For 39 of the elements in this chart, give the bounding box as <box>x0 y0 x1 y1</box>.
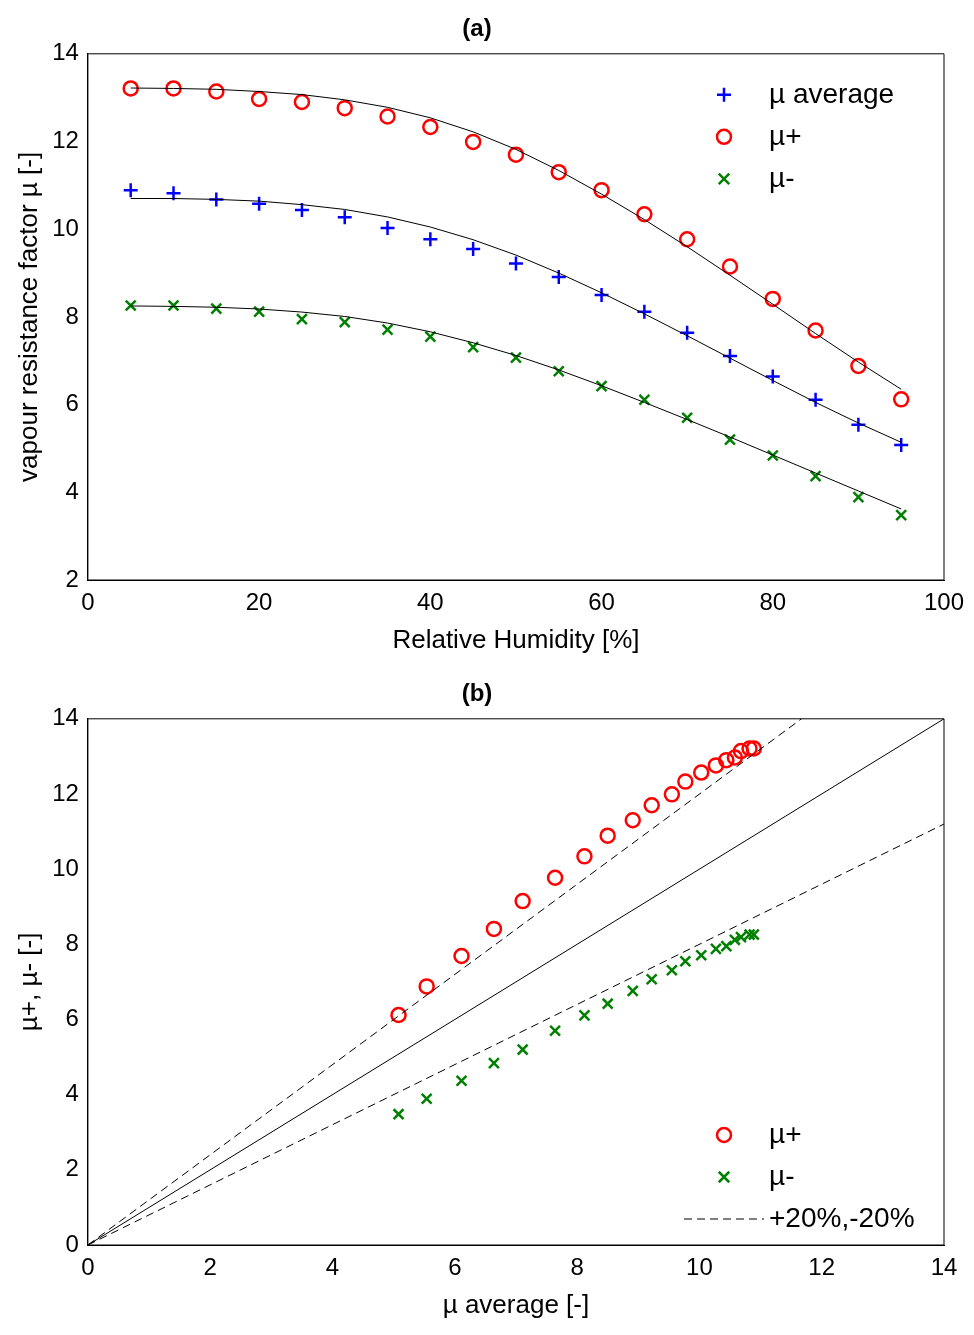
y-axis-title: vapour resistance factor µ [-] <box>12 151 43 482</box>
x-axis-title: Relative Humidity [%] <box>392 623 640 654</box>
chart-title: (a) <box>462 14 492 42</box>
y-tick-label: 6 <box>65 389 79 417</box>
x-tick-label: 20 <box>245 588 273 616</box>
legend-label: +20%,-20% <box>769 1201 915 1233</box>
y-tick-label: 6 <box>65 1004 79 1032</box>
x-tick-label: 100 <box>923 588 965 616</box>
y-tick-label: 10 <box>52 213 79 241</box>
y-tick-label: 10 <box>52 853 79 881</box>
legend-label: µ+ <box>769 119 802 151</box>
legend-label: µ- <box>769 1159 795 1191</box>
legend-label: µ+ <box>769 1117 802 1149</box>
x-tick-label: 6 <box>448 1253 462 1281</box>
x-tick-label: 40 <box>416 588 444 616</box>
legend-label: µ- <box>769 161 795 193</box>
x-tick-label: 4 <box>325 1253 340 1281</box>
x-tick-label: 8 <box>570 1253 584 1281</box>
y-tick-label: 8 <box>65 301 79 329</box>
y-axis-title: µ+, µ- [-] <box>12 932 43 1032</box>
y-tick-label: 14 <box>52 703 79 731</box>
y-tick-label: 4 <box>65 476 79 504</box>
x-tick-label: 60 <box>588 588 615 616</box>
chart-title: (b) <box>461 679 493 707</box>
y-tick-label: 2 <box>65 1154 79 1182</box>
y-tick-label: 8 <box>65 928 79 956</box>
x-axis-title: µ average [-] <box>442 1288 590 1319</box>
y-tick-label: 12 <box>52 126 79 154</box>
y-tick-label: 14 <box>52 38 79 66</box>
legend-label: µ average <box>769 77 895 109</box>
y-tick-label: 4 <box>65 1079 79 1107</box>
x-tick-label: 2 <box>203 1253 217 1281</box>
y-tick-label: 0 <box>65 1229 79 1257</box>
x-tick-label: 10 <box>686 1253 713 1281</box>
x-tick-label: 12 <box>808 1253 836 1281</box>
y-tick-label: 12 <box>52 778 79 806</box>
y-tick-label: 2 <box>65 564 79 592</box>
x-tick-label: 80 <box>759 588 787 616</box>
x-tick-label: 14 <box>930 1253 958 1281</box>
